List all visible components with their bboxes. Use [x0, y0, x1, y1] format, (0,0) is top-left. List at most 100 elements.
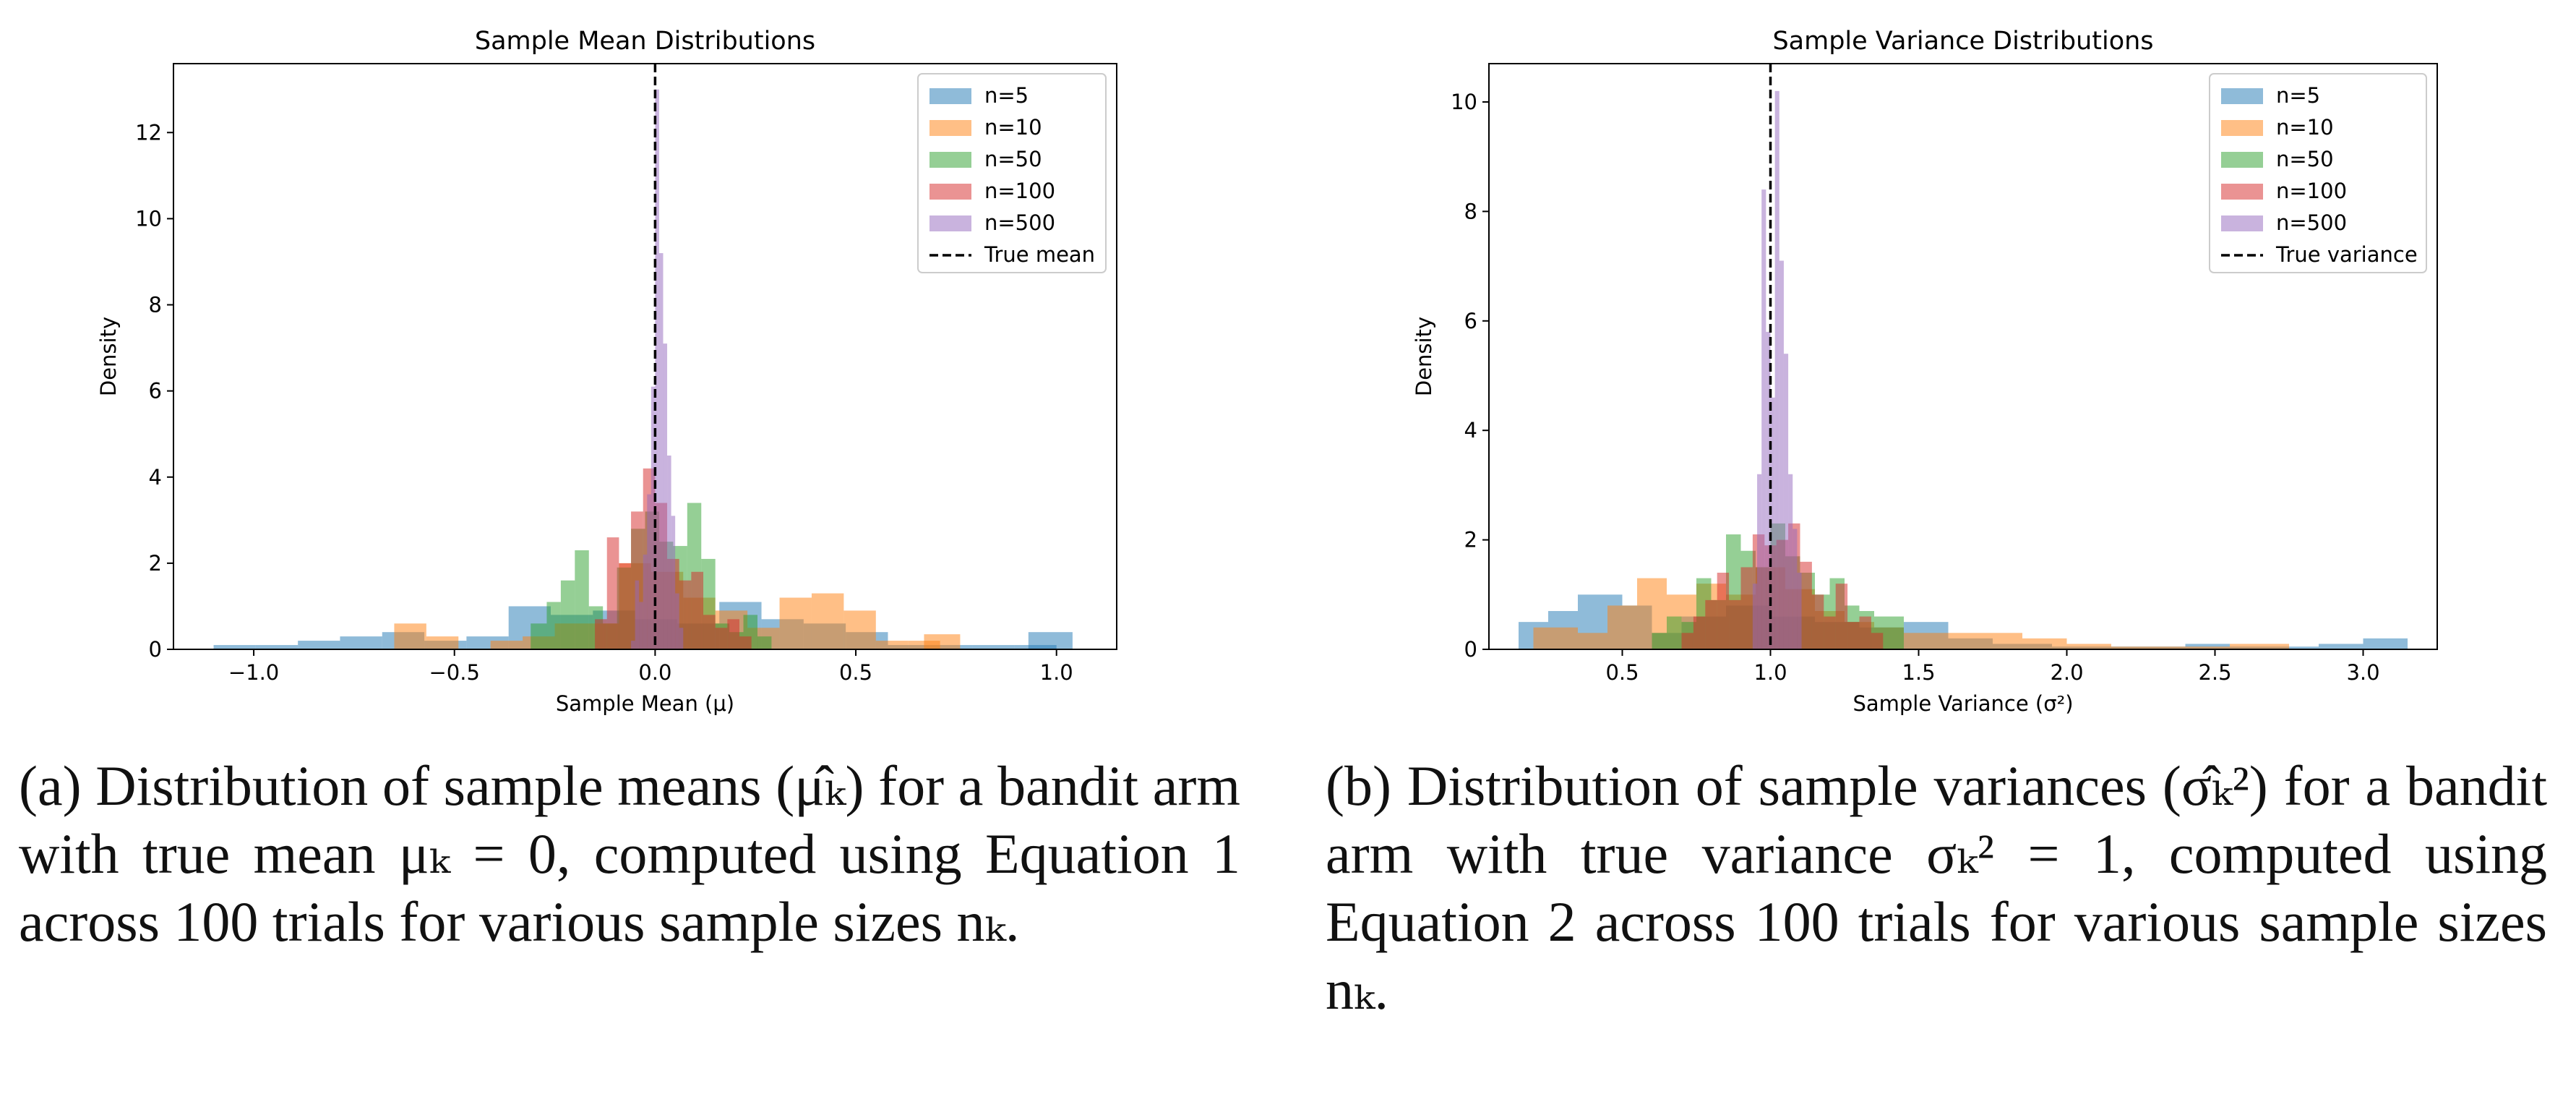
plot-frame	[1488, 63, 2438, 650]
histogram-bar	[703, 615, 716, 649]
histogram-bar	[1757, 474, 1762, 649]
legend-label: n=5	[2276, 83, 2320, 108]
legend-label: n=500	[984, 210, 1055, 235]
histogram-bar	[1761, 189, 1766, 649]
histogram-bar	[2111, 646, 2156, 649]
histogram-bar	[671, 516, 676, 649]
chart-title: Sample Variance Distributions	[1772, 27, 2153, 56]
series-n=10	[1533, 567, 2289, 649]
histogram-bar	[924, 634, 961, 649]
y-tick-label: 10	[1451, 90, 1477, 114]
x-axis-label: Sample Mean (μ)	[556, 691, 734, 716]
histogram-bar	[606, 537, 619, 649]
histogram-bar	[1793, 529, 1798, 649]
histogram-bar	[739, 636, 752, 649]
histogram-bar	[1904, 633, 1933, 649]
histogram-bar	[2022, 638, 2067, 649]
legend-label: True mean	[984, 242, 1095, 267]
histogram-bar	[1028, 632, 1073, 649]
legend-label: n=500	[2276, 210, 2347, 235]
histogram-bar	[843, 610, 876, 649]
histogram-bar	[875, 641, 909, 649]
x-tick-label: 2.0	[2050, 660, 2083, 685]
x-tick-label: 1.0	[1753, 660, 1787, 685]
histogram-bar	[631, 641, 635, 649]
histogram-bar	[1533, 627, 1578, 649]
histogram-bar	[1889, 616, 1904, 649]
y-tick-label: 4	[1464, 418, 1477, 443]
y-tick-label: 2	[1464, 528, 1477, 552]
histogram-bar	[340, 636, 382, 649]
legend-swatch	[2221, 88, 2263, 104]
legend-label: n=10	[984, 115, 1042, 140]
histogram-bar	[1717, 573, 1730, 649]
histogram-bar	[1705, 599, 1717, 649]
legend-label: n=100	[984, 179, 1055, 203]
histogram-bar	[1667, 616, 1682, 649]
legend-swatch	[2221, 152, 2263, 168]
histogram-bar	[727, 619, 739, 649]
histogram-bar	[972, 645, 1015, 649]
y-axis-label: Density	[1412, 317, 1436, 396]
legend-swatch	[929, 120, 971, 136]
histogram-bar	[2230, 644, 2289, 649]
plot-frame	[173, 63, 1117, 650]
histogram-bar	[679, 628, 684, 649]
y-tick-label: 2	[149, 551, 162, 576]
histogram-bar	[2319, 644, 2364, 649]
histogram-bar	[1871, 633, 1884, 649]
x-tick-label: 0.5	[839, 660, 872, 685]
histogram-bar	[658, 253, 664, 649]
histogram-bar	[1607, 605, 1637, 649]
histogram-bar	[1800, 561, 1812, 649]
y-tick-label: 0	[149, 637, 162, 662]
histogram-bar	[675, 593, 679, 649]
histogram-bar	[1779, 260, 1784, 649]
legend-swatch	[2221, 215, 2263, 231]
legend-swatch	[2221, 120, 2263, 136]
histogram-bar	[1681, 633, 1693, 649]
caption-a: (a) Distribution of sample means (μ̂ₖ) f…	[19, 754, 1240, 953]
x-tick-label: 2.5	[2198, 660, 2231, 685]
chart-title: Sample Mean Distributions	[475, 27, 815, 56]
histogram-bar	[1752, 584, 1758, 649]
histogram-bar	[1824, 616, 1836, 649]
histogram-bar	[811, 593, 844, 649]
histogram-bar	[1811, 594, 1824, 649]
histogram-bar	[595, 619, 607, 649]
x-tick-label: 3.0	[2346, 660, 2379, 685]
histogram-bar	[2274, 646, 2319, 649]
y-tick-label: 8	[1464, 199, 1477, 223]
x-axis-label: Sample Variance (σ²)	[1852, 691, 2073, 716]
histogram-bar	[1693, 616, 1706, 649]
histogram-bar	[1770, 397, 1775, 649]
histogram-bar	[715, 628, 728, 649]
histogram-bar	[663, 343, 668, 649]
legend-swatch	[929, 215, 971, 231]
histogram-bar	[1835, 584, 1848, 649]
histogram-bar	[1774, 90, 1779, 649]
histogram-bar	[1740, 567, 1753, 649]
histogram-bar	[2363, 638, 2408, 649]
histogram-bar	[1788, 474, 1793, 649]
histogram-bar	[643, 554, 648, 649]
histogram-bar	[1729, 599, 1741, 649]
histogram-bar	[1578, 633, 1607, 649]
histogram-bar	[651, 386, 656, 649]
panel-sample-variance: Sample Variance Distributions 0.5 1.0 1.5 2.…	[1288, 0, 2576, 1102]
histogram-bar	[2066, 644, 2111, 649]
histogram-bar	[639, 602, 643, 649]
histogram-bar	[1783, 354, 1789, 649]
caption-b: (b) Distribution of sample variances (σ̂…	[1326, 754, 2547, 1021]
legend-swatch	[929, 88, 971, 104]
legend-swatch	[929, 184, 971, 200]
y-tick-label: 12	[135, 120, 162, 145]
histogram-bar	[1652, 633, 1667, 649]
legend-box	[2209, 73, 2427, 273]
x-tick-label: 0.5	[1605, 660, 1639, 685]
histogram-bar	[647, 494, 651, 649]
y-tick-label: 10	[135, 206, 162, 231]
legend-label: n=50	[2276, 147, 2334, 171]
histogram-bar	[1978, 633, 2022, 649]
legend-label: n=10	[2276, 115, 2334, 140]
